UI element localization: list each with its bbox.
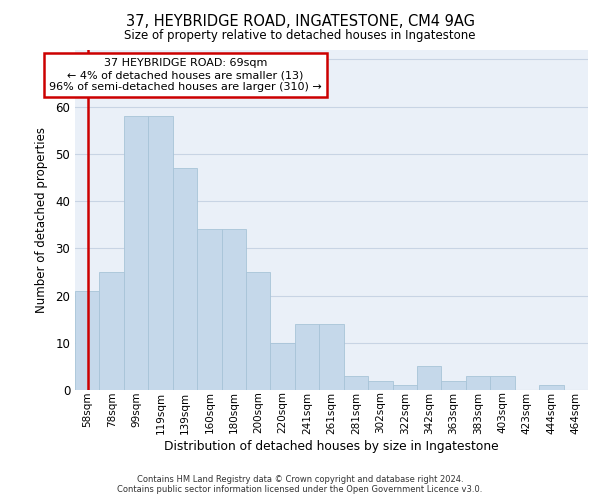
Bar (490, 376, 515, 390)
Text: 37, HEYBRIDGE ROAD, INGATESTONE, CM4 9AG: 37, HEYBRIDGE ROAD, INGATESTONE, CM4 9AG (125, 14, 475, 29)
Bar (221, 230, 246, 390)
Bar (539, 386, 563, 390)
Bar (295, 324, 319, 390)
Bar (197, 230, 221, 390)
Bar (100, 272, 124, 390)
Bar (124, 116, 148, 390)
Bar (173, 168, 197, 390)
Bar (368, 380, 392, 390)
Bar (271, 343, 295, 390)
Text: Contains HM Land Registry data © Crown copyright and database right 2024.
Contai: Contains HM Land Registry data © Crown c… (118, 474, 482, 494)
Bar (319, 324, 344, 390)
Bar (417, 366, 442, 390)
Y-axis label: Number of detached properties: Number of detached properties (35, 127, 49, 313)
Bar (75, 291, 100, 390)
Bar (442, 380, 466, 390)
Text: 37 HEYBRIDGE ROAD: 69sqm
← 4% of detached houses are smaller (13)
96% of semi-de: 37 HEYBRIDGE ROAD: 69sqm ← 4% of detache… (49, 58, 322, 92)
Bar (466, 376, 490, 390)
Bar (392, 386, 417, 390)
Text: Size of property relative to detached houses in Ingatestone: Size of property relative to detached ho… (124, 29, 476, 42)
Bar (148, 116, 173, 390)
Bar (246, 272, 271, 390)
Bar (344, 376, 368, 390)
X-axis label: Distribution of detached houses by size in Ingatestone: Distribution of detached houses by size … (164, 440, 499, 454)
